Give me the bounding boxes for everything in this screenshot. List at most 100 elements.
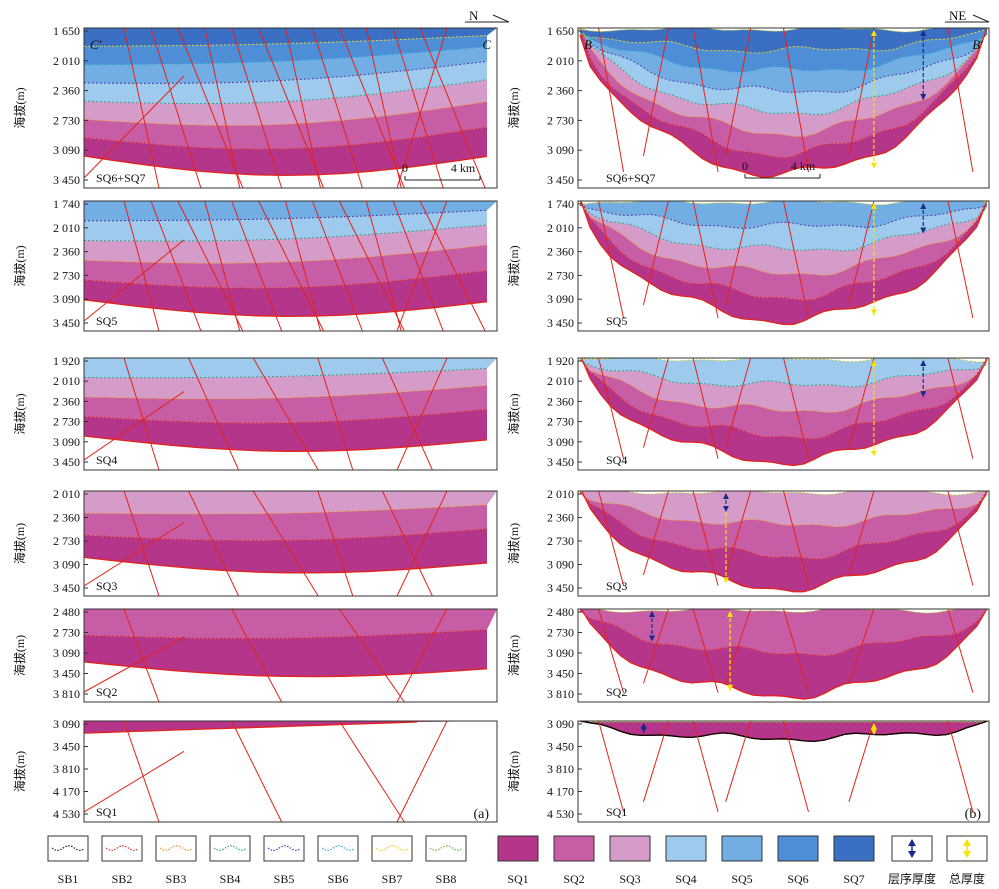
boundary-sb2 bbox=[580, 609, 988, 700]
legend-item-sq2: SQ2 bbox=[553, 835, 595, 886]
fault-line bbox=[783, 201, 809, 319]
legend-label: 总厚度 bbox=[949, 871, 985, 886]
y-axis-title: 海拔(m) bbox=[506, 393, 521, 434]
y-tick-label: 3 450 bbox=[547, 740, 574, 754]
thickness-arrows bbox=[870, 30, 927, 169]
legend-item-sequence-thickness: 层序厚度 bbox=[888, 835, 936, 886]
fault-line bbox=[783, 358, 809, 459]
layer-sq1 bbox=[84, 127, 487, 176]
fault-line bbox=[642, 201, 669, 306]
faults bbox=[598, 491, 974, 586]
faults bbox=[598, 358, 974, 459]
y-axis-title: 海拔(m) bbox=[12, 751, 27, 792]
layer-sq1 bbox=[580, 491, 987, 592]
fault-line bbox=[188, 491, 240, 596]
boundary-sb3 bbox=[579, 201, 988, 276]
fault-line bbox=[84, 522, 185, 587]
y-tick-label: 3 090 bbox=[547, 292, 574, 306]
boundary-sb2 bbox=[579, 609, 988, 657]
fault-line bbox=[848, 201, 875, 306]
layer-sq1 bbox=[84, 721, 497, 734]
north-east-arrow-icon bbox=[945, 14, 990, 23]
legend-label: SB7 bbox=[382, 872, 403, 886]
fault-line bbox=[204, 28, 241, 188]
layer-sq2 bbox=[580, 358, 987, 440]
layer-sq7 bbox=[84, 28, 497, 47]
sequence-label: SQ3 bbox=[606, 579, 627, 593]
panel-a-sq3: 2 010 2 360 2 730 3 090 3 450 海拔(m) SQ3 bbox=[12, 487, 498, 597]
y-tick-label: 3 090 bbox=[53, 717, 80, 731]
fault-line bbox=[311, 201, 363, 331]
y-tick-label: 3 090 bbox=[547, 558, 574, 572]
sequence-label: SQ5 bbox=[96, 314, 117, 328]
y-tick-label: 3 090 bbox=[547, 717, 574, 731]
fault-line bbox=[642, 491, 669, 576]
boundary-sb3 bbox=[579, 492, 988, 528]
fault-line bbox=[392, 201, 444, 331]
panel-frame bbox=[577, 608, 990, 703]
legend-swatch bbox=[553, 835, 595, 862]
legend-swatch bbox=[665, 835, 707, 862]
y-tick-label: 3 450 bbox=[547, 667, 574, 681]
section-end-right: C bbox=[482, 37, 491, 52]
y-tick-label: 4 170 bbox=[547, 785, 574, 799]
arrowhead bbox=[870, 309, 877, 316]
panel-b-sq3: 2 010 2 360 2 730 3 090 3 450 海拔(m) SQ3 bbox=[506, 487, 990, 597]
section-end-right: B′ bbox=[972, 37, 983, 52]
fault-line bbox=[947, 721, 974, 813]
y-tick-label: 3 090 bbox=[53, 292, 80, 306]
boundary-sb7 bbox=[579, 28, 988, 54]
layer-sq4 bbox=[84, 358, 497, 378]
fault-line bbox=[231, 721, 283, 822]
y-tick-label: 2 360 bbox=[53, 394, 80, 408]
layer-sq3 bbox=[84, 368, 487, 399]
arrowhead bbox=[870, 203, 877, 209]
boundary-sb7 bbox=[84, 35, 488, 47]
arrowhead bbox=[920, 360, 927, 366]
panel-b-sq5: 1 740 2 010 2 360 2 730 3 090 3 450 海拔(m) SQ5 bbox=[506, 197, 990, 332]
y-tick-label: 3 810 bbox=[53, 687, 80, 701]
fault-line bbox=[725, 28, 752, 157]
cross-section-panels: 1 650 2 010 2 360 2 730 3 090 3 450 海拔(m) SQ6+S… bbox=[12, 8, 990, 823]
fault-line bbox=[338, 28, 405, 188]
fault-line bbox=[231, 201, 283, 331]
fault-line bbox=[692, 28, 719, 173]
y-tick-label: 2 730 bbox=[547, 113, 574, 127]
arrowhead bbox=[870, 729, 877, 736]
legend-label: SB6 bbox=[328, 872, 349, 886]
sequence-label: SQ2 bbox=[606, 685, 627, 699]
y-tick-label: 2 360 bbox=[53, 245, 80, 259]
y-tick-label: 3 090 bbox=[53, 435, 80, 449]
y-tick-label: 1 740 bbox=[547, 197, 574, 211]
y-tick-label: 1 650 bbox=[53, 24, 80, 38]
thickness-arrows bbox=[870, 360, 927, 457]
y-tick-label: 4 170 bbox=[53, 785, 80, 799]
legend: SB1 SB2 SB3 SB4 SB5 SB6 SB7 SB8 SQ1 SQ2 SQ3 SQ4 SQ5 S… bbox=[47, 835, 988, 886]
boundary-sb2 bbox=[84, 408, 488, 424]
section-end-left: B bbox=[584, 37, 592, 52]
fault-line bbox=[419, 201, 486, 331]
sequence-label: SQ6+SQ7 bbox=[96, 171, 145, 185]
faults bbox=[84, 201, 486, 331]
panel-b-sq2: 2 480 2 730 3 090 3 450 3 810 海拔(m) SQ2 bbox=[506, 605, 990, 703]
y-axis-title: 海拔(m) bbox=[506, 245, 521, 286]
layer-sq1 bbox=[580, 28, 987, 178]
y-tick-label: 3 450 bbox=[53, 455, 80, 469]
sequence-label: SQ1 bbox=[96, 805, 117, 819]
boundary-sb2 bbox=[84, 556, 488, 574]
fault-line bbox=[848, 721, 875, 802]
faults bbox=[84, 358, 448, 470]
y-tick-label: 2 730 bbox=[53, 268, 80, 282]
y-tick-label: 2 730 bbox=[547, 415, 574, 429]
fault-line bbox=[783, 721, 809, 813]
fault-line bbox=[692, 491, 719, 586]
fault-line bbox=[285, 28, 321, 188]
boundary-sb2 bbox=[579, 358, 988, 440]
faults bbox=[598, 28, 974, 173]
layer-sq3 bbox=[580, 360, 987, 413]
arrowhead bbox=[920, 30, 927, 36]
layer-sq1 bbox=[580, 358, 987, 466]
sequence-label: SQ4 bbox=[96, 453, 117, 467]
boundary-sb4 bbox=[84, 367, 488, 379]
fault-line bbox=[947, 201, 974, 319]
